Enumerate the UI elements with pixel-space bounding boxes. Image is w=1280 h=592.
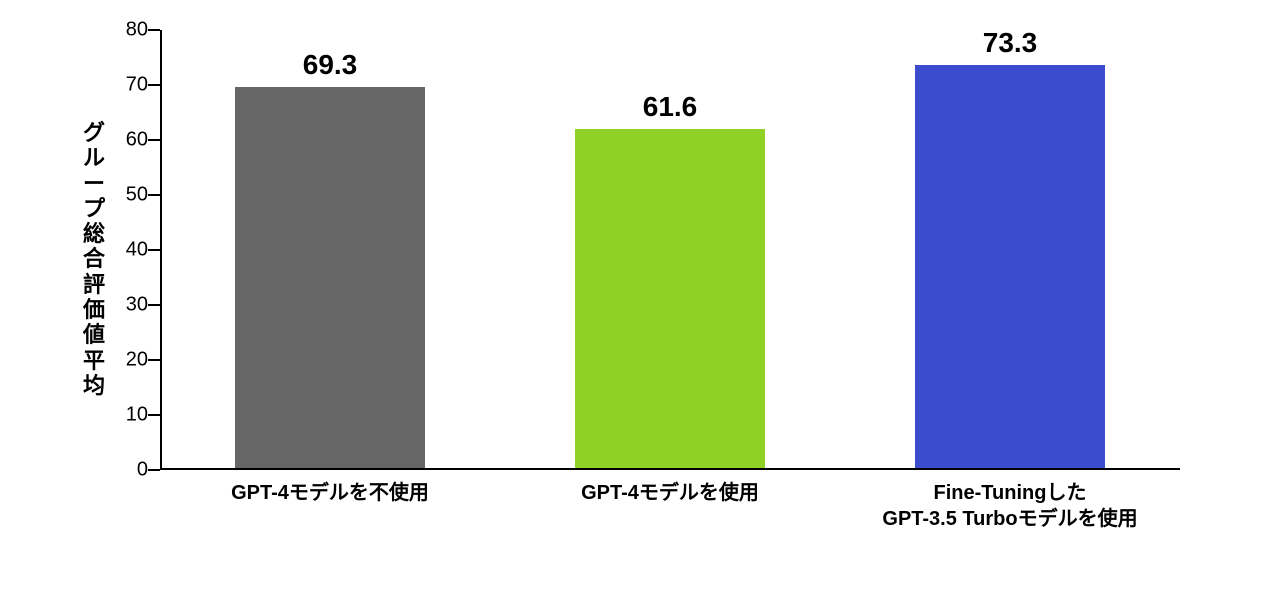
bar-chart: グループ総合評価値平均 0102030405060708069.3GPT-4モデ… — [80, 30, 1200, 550]
bar — [915, 65, 1105, 468]
y-tick — [148, 359, 160, 361]
value-label: 69.3 — [303, 49, 358, 81]
value-label: 73.3 — [983, 27, 1038, 59]
y-tick-label: 30 — [100, 294, 148, 317]
y-tick-label: 70 — [100, 74, 148, 97]
y-tick-label: 50 — [100, 184, 148, 207]
y-tick-label: 10 — [100, 404, 148, 427]
value-label: 61.6 — [643, 91, 698, 123]
x-axis-line — [160, 468, 1180, 470]
y-tick — [148, 29, 160, 31]
x-tick-label: GPT-4モデルを使用 — [510, 480, 830, 506]
x-tick-label: GPT-4モデルを不使用 — [170, 480, 490, 506]
y-tick-label: 0 — [100, 459, 148, 482]
y-tick — [148, 84, 160, 86]
y-tick — [148, 414, 160, 416]
y-tick-label: 80 — [100, 19, 148, 42]
y-axis-line — [160, 30, 162, 470]
bar — [235, 87, 425, 468]
y-tick-label: 20 — [100, 349, 148, 372]
y-tick — [148, 194, 160, 196]
x-tick-label: Fine-Tuningした GPT-3.5 Turboモデルを使用 — [850, 480, 1170, 532]
bar — [575, 129, 765, 468]
y-tick-label: 60 — [100, 129, 148, 152]
y-tick — [148, 304, 160, 306]
y-tick-label: 40 — [100, 239, 148, 262]
y-tick — [148, 469, 160, 471]
plot-area: 0102030405060708069.3GPT-4モデルを不使用61.6GPT… — [160, 30, 1180, 470]
y-tick — [148, 139, 160, 141]
y-tick — [148, 249, 160, 251]
